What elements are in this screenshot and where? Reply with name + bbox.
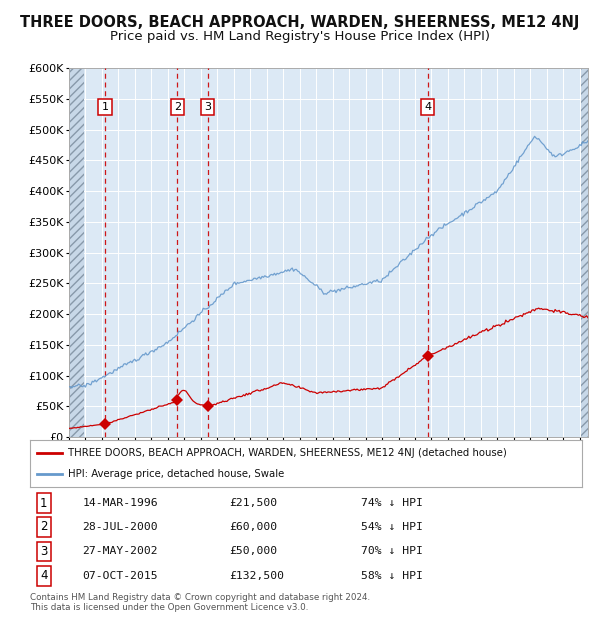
Text: 4: 4 [424, 102, 431, 112]
Text: 3: 3 [40, 545, 47, 558]
Bar [581, 68, 588, 437]
Text: 58% ↓ HPI: 58% ↓ HPI [361, 571, 423, 581]
Text: 2: 2 [173, 102, 181, 112]
Text: 14-MAR-1996: 14-MAR-1996 [82, 498, 158, 508]
Text: 54% ↓ HPI: 54% ↓ HPI [361, 522, 423, 532]
Text: Contains HM Land Registry data © Crown copyright and database right 2024.
This d: Contains HM Land Registry data © Crown c… [30, 593, 370, 612]
Text: 3: 3 [204, 102, 211, 112]
Text: Price paid vs. HM Land Registry's House Price Index (HPI): Price paid vs. HM Land Registry's House … [110, 30, 490, 43]
Text: 74% ↓ HPI: 74% ↓ HPI [361, 498, 423, 508]
Text: 4: 4 [40, 569, 47, 582]
Bar [69, 68, 84, 437]
Text: 70% ↓ HPI: 70% ↓ HPI [361, 546, 423, 556]
Text: THREE DOORS, BEACH APPROACH, WARDEN, SHEERNESS, ME12 4NJ: THREE DOORS, BEACH APPROACH, WARDEN, SHE… [20, 16, 580, 30]
Text: £50,000: £50,000 [229, 546, 277, 556]
Text: 27-MAY-2002: 27-MAY-2002 [82, 546, 158, 556]
Text: 2: 2 [40, 520, 47, 533]
Text: 07-OCT-2015: 07-OCT-2015 [82, 571, 158, 581]
Text: 1: 1 [40, 497, 47, 510]
Text: £60,000: £60,000 [229, 522, 277, 532]
Text: HPI: Average price, detached house, Swale: HPI: Average price, detached house, Swal… [68, 469, 284, 479]
Text: THREE DOORS, BEACH APPROACH, WARDEN, SHEERNESS, ME12 4NJ (detached house): THREE DOORS, BEACH APPROACH, WARDEN, SHE… [68, 448, 506, 458]
Text: £132,500: £132,500 [229, 571, 284, 581]
Text: 1: 1 [101, 102, 109, 112]
Text: £21,500: £21,500 [229, 498, 277, 508]
Text: 28-JUL-2000: 28-JUL-2000 [82, 522, 158, 532]
